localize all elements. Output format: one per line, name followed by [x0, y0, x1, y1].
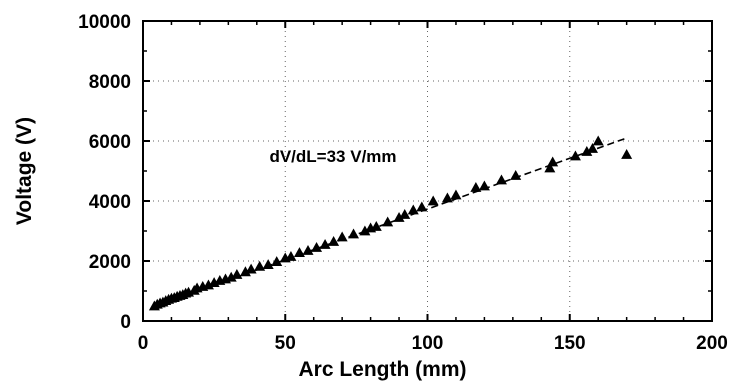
data-point [302, 245, 314, 255]
y-tick-label: 2000 [89, 252, 131, 273]
data-point [293, 247, 305, 257]
data-point [311, 242, 323, 252]
x-tick-label: 50 [275, 333, 296, 354]
data-point [239, 266, 251, 277]
data-point [569, 150, 581, 161]
y-tick-label: 10000 [78, 12, 131, 33]
data-point [262, 259, 274, 269]
data-point [621, 149, 633, 159]
data-point [348, 228, 360, 239]
x-tick-label: 0 [138, 333, 149, 354]
slope-annotation: dV/dL=33 V/mm [269, 147, 396, 166]
data-point [319, 239, 331, 249]
data-point [581, 146, 593, 156]
data-point [592, 135, 604, 146]
data-point [336, 231, 348, 242]
data-point [328, 236, 340, 246]
data-point [587, 143, 599, 153]
data-point [254, 260, 266, 271]
data-point [441, 192, 453, 203]
y-tick-label: 6000 [89, 132, 131, 153]
y-axis-label: Voltage (V) [13, 117, 36, 225]
y-tick-label: 4000 [89, 192, 131, 213]
data-point [271, 256, 283, 266]
data-point [393, 212, 405, 222]
data-point [231, 269, 243, 279]
data-point [450, 189, 462, 200]
data-points [148, 135, 633, 311]
y-tick-label: 8000 [89, 72, 131, 93]
data-point [382, 216, 394, 227]
grid-lines [143, 21, 712, 321]
x-axis-label: Arc Length (mm) [299, 358, 467, 381]
y-tick-label: 0 [120, 312, 131, 333]
data-point [547, 156, 559, 167]
data-point [225, 271, 237, 282]
data-point [427, 195, 439, 206]
data-point [285, 251, 297, 261]
data-point [399, 209, 411, 219]
x-tick-label: 150 [554, 333, 586, 354]
data-point [416, 201, 428, 212]
data-point [407, 204, 419, 215]
data-point [478, 180, 490, 191]
data-point [495, 174, 507, 185]
x-tick-label: 200 [696, 333, 728, 354]
x-tick-label: 100 [412, 333, 444, 354]
data-point [370, 221, 382, 231]
data-point [510, 170, 522, 180]
data-point [245, 263, 257, 274]
axis-ticks [142, 20, 713, 322]
data-point [544, 162, 556, 173]
data-point [359, 225, 371, 236]
data-point [470, 182, 482, 192]
